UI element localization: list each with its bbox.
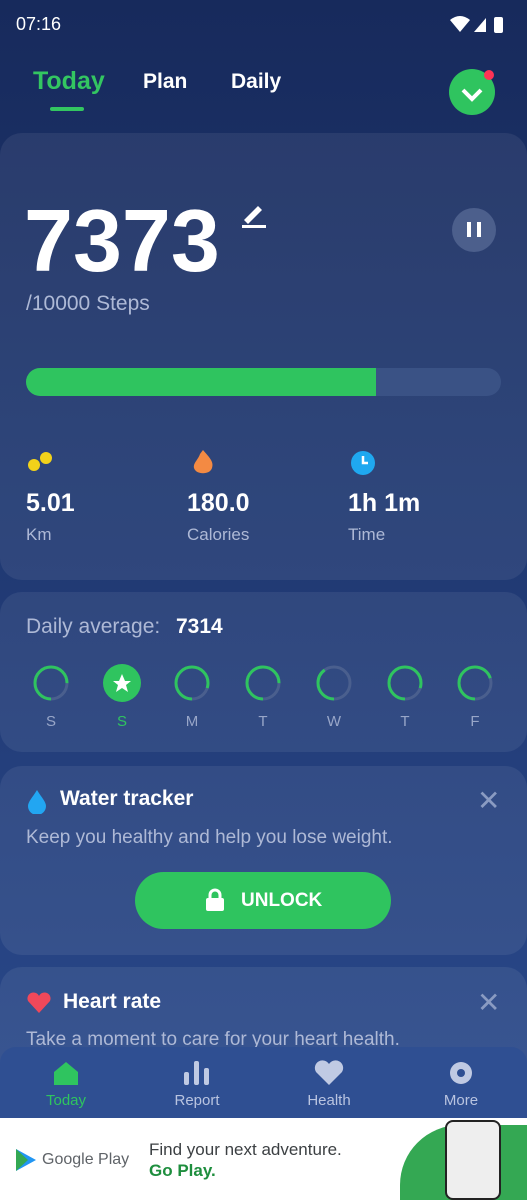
heart-icon bbox=[27, 992, 51, 1013]
tab[interactable]: Today bbox=[33, 67, 105, 95]
unlock-label: UNLOCK bbox=[241, 890, 323, 911]
day-label: S bbox=[116, 713, 127, 730]
pause-button[interactable] bbox=[451, 207, 497, 253]
daily-card bbox=[0, 592, 527, 752]
day-label: W bbox=[326, 713, 342, 730]
ring-progress bbox=[457, 665, 493, 701]
stat-value: 1h 1m bbox=[348, 489, 421, 517]
steps-goal: /10000 Steps bbox=[26, 292, 150, 315]
calorie-icon bbox=[193, 450, 213, 474]
water-icon bbox=[28, 790, 46, 814]
nav-item[interactable]: Report bbox=[174, 1092, 220, 1109]
day-label: F bbox=[470, 713, 480, 730]
day-label: T bbox=[400, 713, 410, 730]
ad-brand: Google Play bbox=[42, 1151, 130, 1168]
ad-phone bbox=[445, 1120, 501, 1200]
status-icons bbox=[450, 16, 503, 33]
nav-item[interactable]: More bbox=[443, 1092, 479, 1109]
nav-item[interactable]: Today bbox=[45, 1092, 87, 1109]
heart-text: Take a moment to care for your heart hea… bbox=[26, 1029, 400, 1050]
water-title: Water tracker bbox=[60, 787, 194, 810]
stat-value: 180.0 bbox=[187, 489, 250, 517]
time-icon bbox=[351, 451, 375, 475]
tab[interactable]: Plan bbox=[143, 70, 188, 93]
progress-track bbox=[26, 368, 501, 396]
check-button[interactable] bbox=[448, 68, 498, 116]
ring-progress bbox=[174, 665, 210, 701]
nav-item[interactable]: Health bbox=[307, 1092, 351, 1109]
ring-progress bbox=[316, 665, 352, 701]
edit-icon[interactable] bbox=[240, 200, 270, 230]
steps-card bbox=[0, 133, 527, 580]
day-label: T bbox=[258, 713, 268, 730]
stat-label: Time bbox=[348, 525, 386, 544]
tab-indicator bbox=[50, 107, 84, 111]
ring-progress bbox=[33, 665, 69, 701]
star bbox=[113, 674, 131, 692]
status-time: 07:16 bbox=[16, 14, 62, 34]
bottom-nav bbox=[0, 1047, 527, 1118]
tab[interactable]: Daily bbox=[231, 70, 282, 93]
progress-fill bbox=[26, 368, 377, 396]
close-button[interactable]: ✕ bbox=[477, 987, 501, 1018]
stat-label: Km bbox=[26, 525, 52, 544]
day-label: M bbox=[185, 713, 199, 730]
unlock-button[interactable] bbox=[135, 872, 391, 929]
heart-title: Heart rate bbox=[63, 990, 162, 1013]
water-text: Keep you healthy and help you lose weigh… bbox=[26, 827, 393, 848]
daily-value: 7314 bbox=[176, 615, 223, 638]
ad-line: Go Play. bbox=[149, 1161, 216, 1180]
stat-label: Calories bbox=[187, 525, 250, 544]
stat-value: 5.01 bbox=[26, 489, 75, 517]
ring-progress bbox=[387, 665, 423, 701]
day-rings bbox=[33, 664, 493, 702]
ad-line: Find your next adventure. bbox=[149, 1140, 342, 1159]
steps: 7373 bbox=[24, 191, 220, 290]
close-button[interactable]: ✕ bbox=[477, 785, 501, 816]
lock-icon bbox=[206, 888, 224, 911]
daily-label: Daily average: bbox=[26, 615, 161, 638]
nav-icons bbox=[54, 1060, 472, 1085]
ring-progress bbox=[245, 665, 281, 701]
play-logo bbox=[16, 1149, 36, 1171]
day-label: S bbox=[45, 713, 56, 730]
distance-icon bbox=[28, 452, 52, 471]
